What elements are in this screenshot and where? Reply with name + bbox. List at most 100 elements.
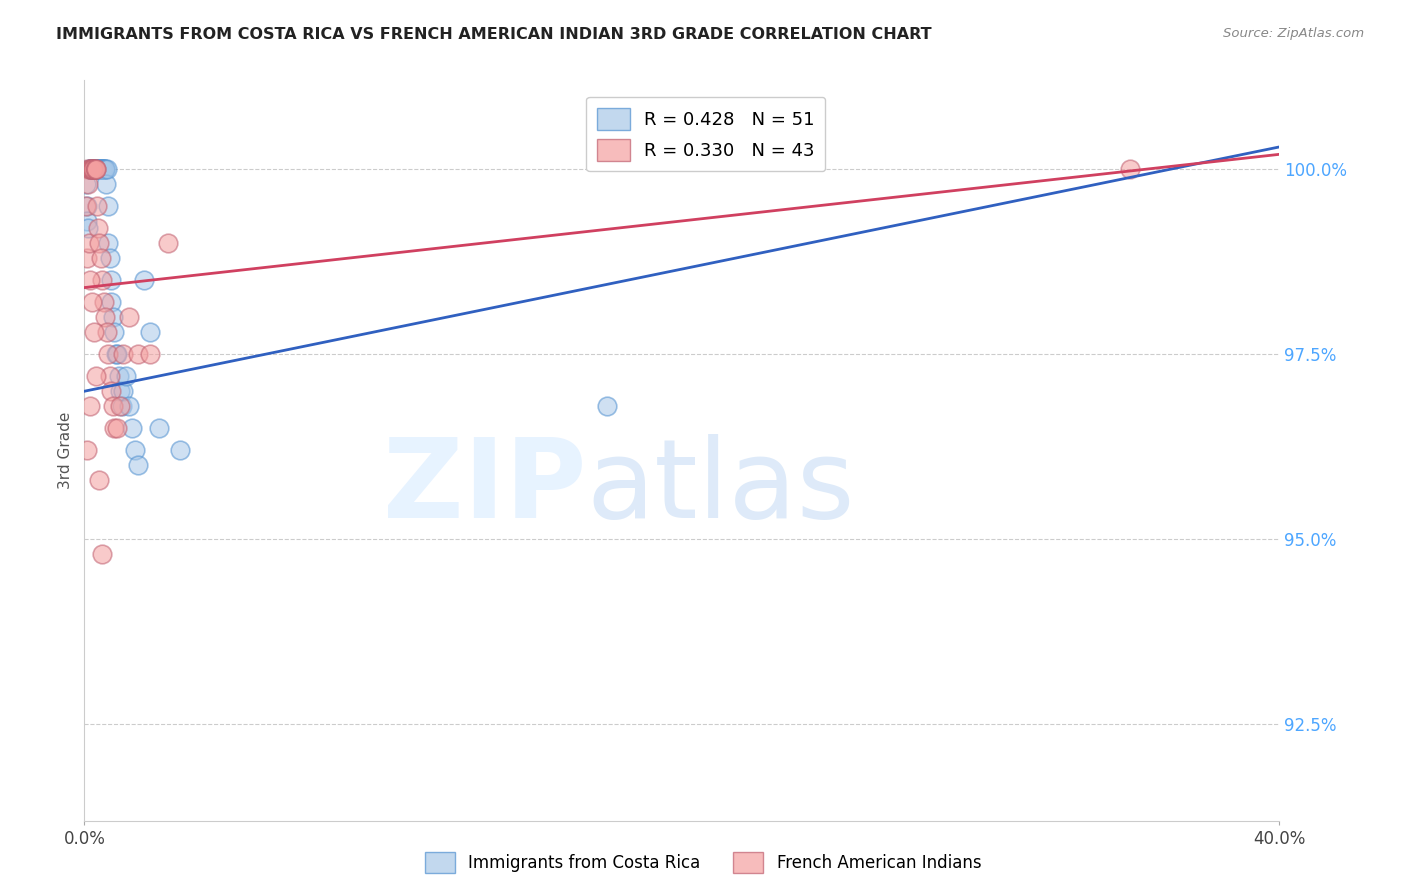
Point [96,325,118,339]
Point [77,221,100,235]
Point [91,162,114,177]
Point [139,325,162,339]
Point [83,162,105,177]
Point [94,310,117,325]
Point [127,347,149,361]
Point [101,310,124,325]
Point [79,399,101,413]
Point [94,177,117,191]
Point [115,369,138,384]
Point [100,384,122,399]
Point [596,399,619,413]
Point [105,347,128,361]
Point [82,162,104,177]
Point [90,162,112,177]
Point [80,162,103,177]
Point [82,162,104,177]
Text: atlas: atlas [586,434,855,541]
Point [89,236,111,251]
Point [76,214,98,228]
Point [112,384,135,399]
Point [76,162,98,177]
Point [75,177,97,191]
Point [89,473,111,487]
Point [98,369,121,384]
Point [121,421,143,435]
Point [157,236,180,251]
Point [104,347,127,361]
Point [75,199,97,213]
Point [101,399,124,413]
Point [97,199,120,213]
Point [76,199,98,213]
Point [1119,162,1142,177]
Point [79,162,101,177]
Point [103,421,125,435]
Point [93,295,115,310]
Point [87,221,110,235]
Point [84,162,107,177]
Point [87,162,110,177]
Point [139,347,162,361]
Point [100,273,122,287]
Point [86,369,108,384]
Point [80,162,103,177]
Point [100,295,122,310]
Point [111,399,134,413]
Point [97,236,120,251]
Point [82,162,104,177]
Point [91,162,114,177]
Point [79,162,101,177]
Point [76,443,98,458]
Point [82,162,104,177]
Point [83,325,105,339]
Point [91,273,114,287]
Legend: Immigrants from Costa Rica, French American Indians: Immigrants from Costa Rica, French Ameri… [418,846,988,880]
Point [118,310,141,325]
Point [79,162,101,177]
Point [98,251,121,265]
Point [84,162,107,177]
Point [107,369,129,384]
Point [87,162,110,177]
Point [97,347,120,361]
Point [80,162,103,177]
Point [118,399,141,413]
Legend: R = 0.428   N = 51, R = 0.330   N = 43: R = 0.428 N = 51, R = 0.330 N = 43 [586,96,825,171]
Point [76,251,98,265]
Point [86,162,108,177]
Point [80,162,103,177]
Point [93,162,115,177]
Point [90,251,112,265]
Point [124,443,146,458]
Point [132,273,156,287]
Point [86,162,108,177]
Point [77,236,100,251]
Point [90,162,112,177]
Point [89,162,111,177]
Point [79,273,101,287]
Point [86,199,108,213]
Point [169,443,191,458]
Point [79,162,101,177]
Point [105,421,128,435]
Point [96,162,118,177]
Point [77,162,100,177]
Point [86,162,108,177]
Text: Source: ZipAtlas.com: Source: ZipAtlas.com [1223,27,1364,40]
Point [89,162,111,177]
Text: ZIP: ZIP [382,434,586,541]
Point [77,177,100,191]
Point [103,325,125,339]
Point [127,458,149,473]
Point [83,162,105,177]
Text: IMMIGRANTS FROM COSTA RICA VS FRENCH AMERICAN INDIAN 3RD GRADE CORRELATION CHART: IMMIGRANTS FROM COSTA RICA VS FRENCH AME… [56,27,932,42]
Point [110,384,132,399]
Point [112,347,135,361]
Point [93,162,115,177]
Point [91,547,114,561]
Point [148,421,170,435]
Point [110,399,132,413]
Point [94,162,117,177]
Point [80,295,103,310]
